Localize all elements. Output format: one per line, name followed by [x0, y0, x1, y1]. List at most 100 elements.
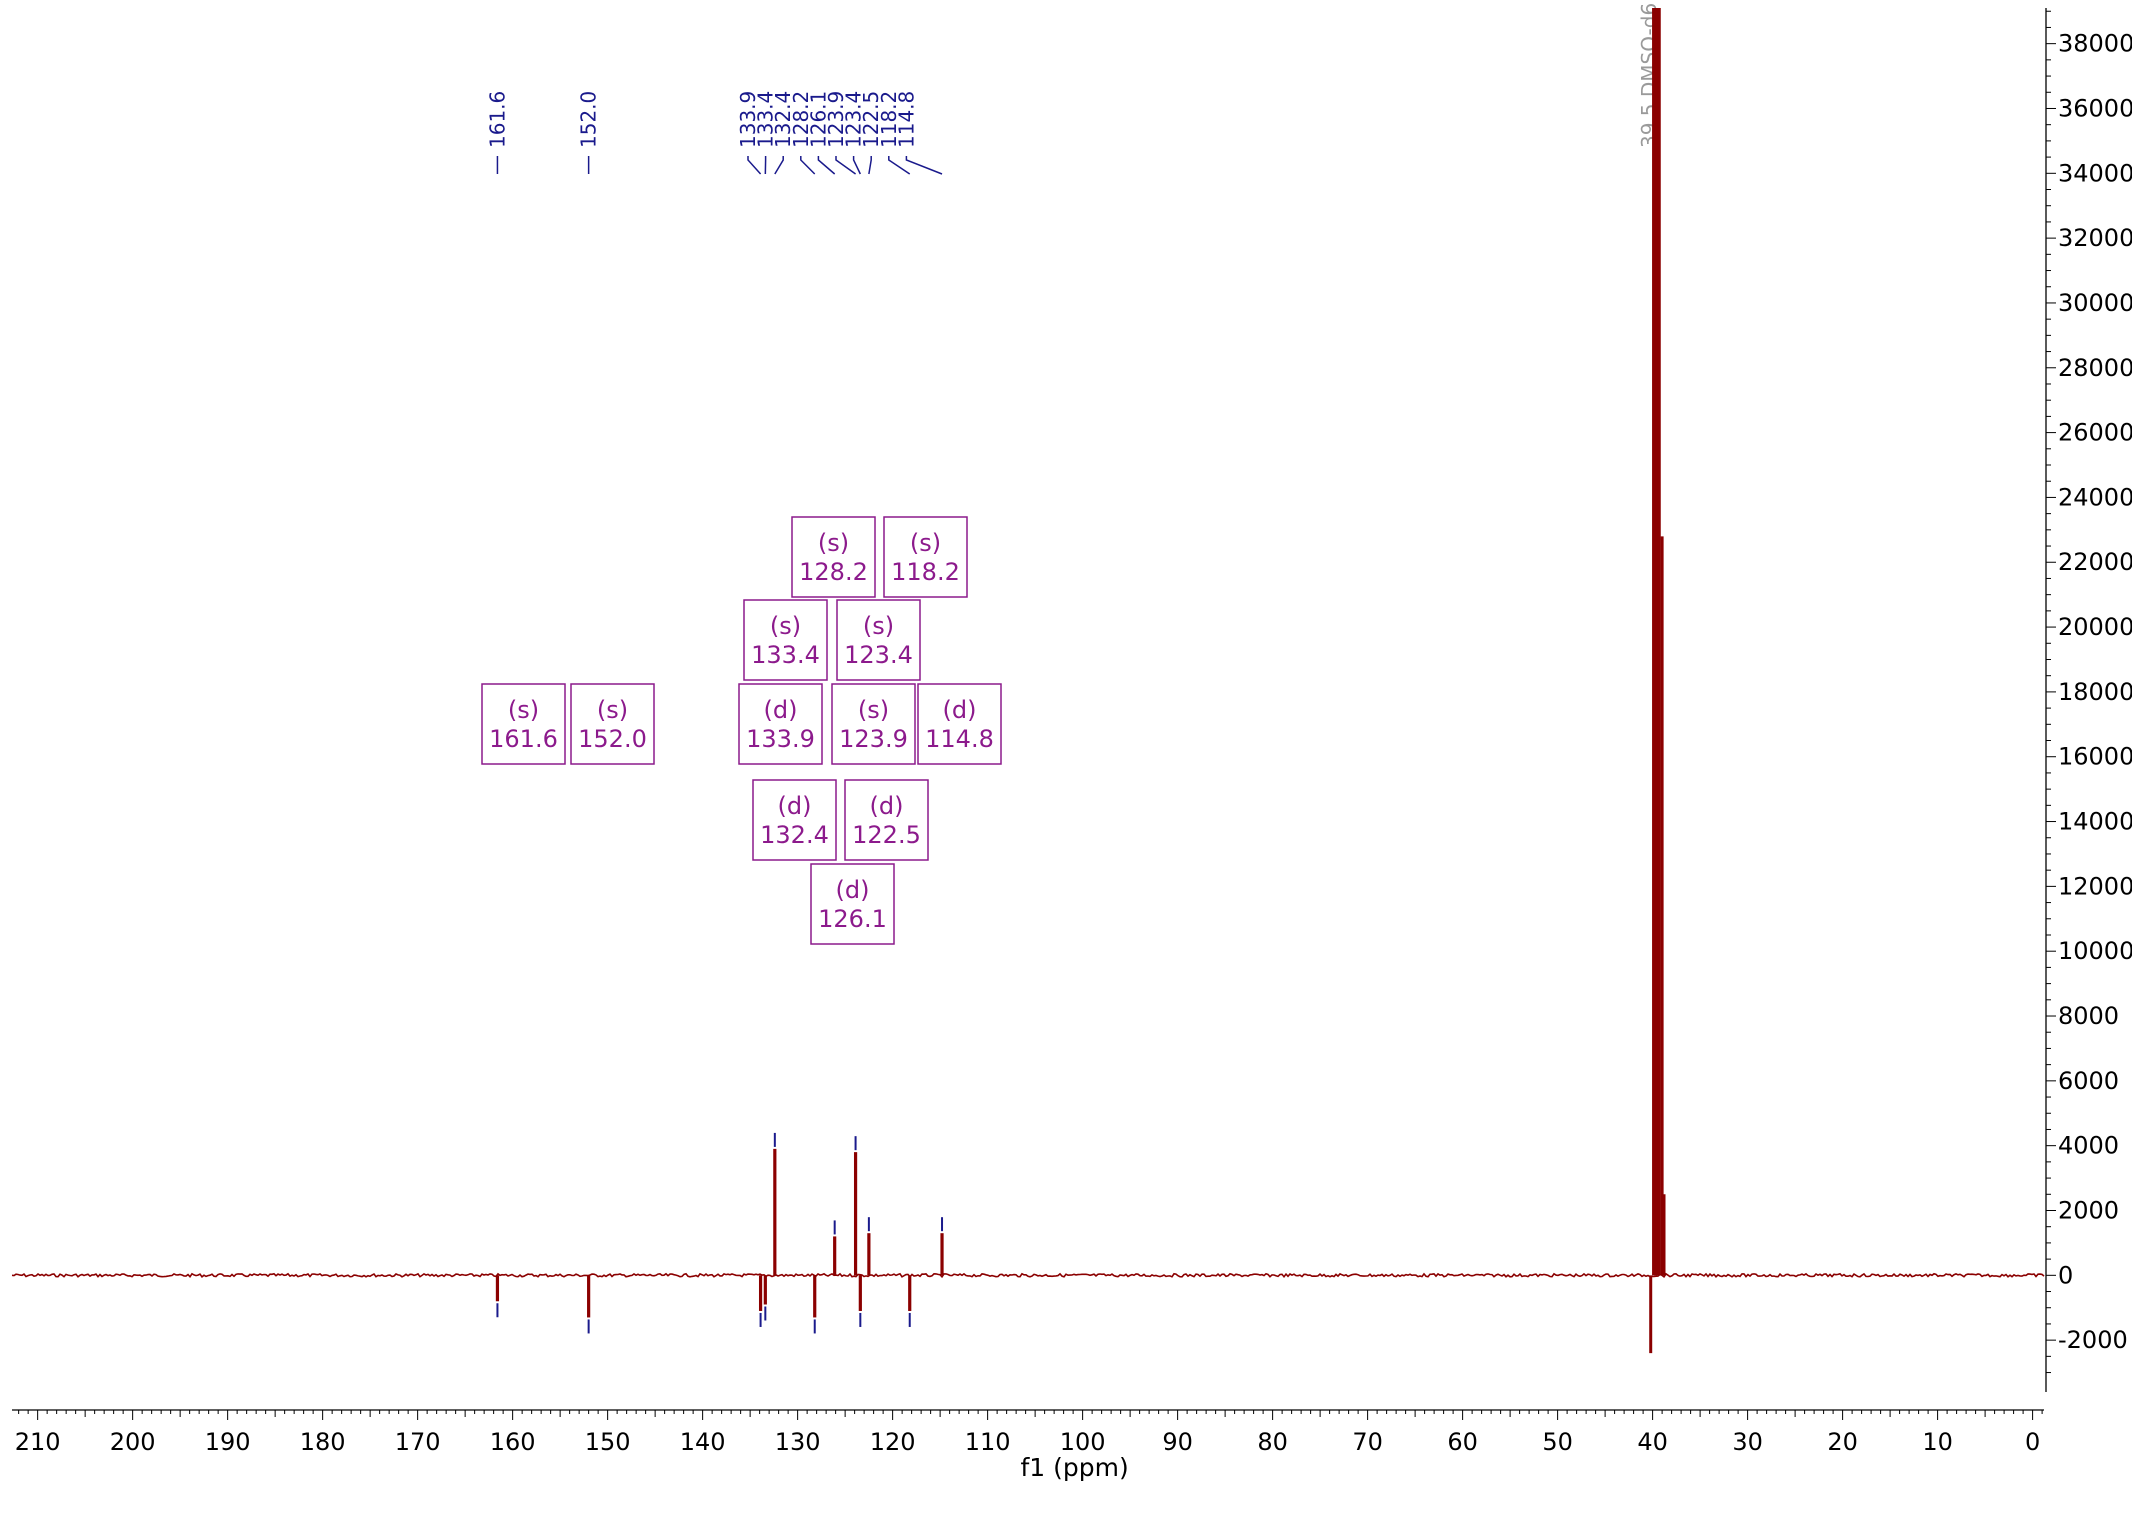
peak-label-text: 128.2: [789, 91, 813, 148]
x-axis: 210 200 190 180 170 160 150 140 130 120 110 100 90 80…: [12, 1409, 2044, 1482]
y-tick-label: 10000: [2058, 937, 2132, 965]
peak-label-leader: [800, 156, 816, 175]
multiplet-box: (s)118.2: [883, 516, 968, 598]
multiplet-shift: 118.2: [891, 558, 960, 586]
peak-label-text: 118.2: [877, 91, 901, 148]
y-tick-label: 36000: [2058, 94, 2132, 122]
x-tick-label: 60: [1447, 1428, 1478, 1456]
multiplet-shift: 126.1: [818, 905, 887, 933]
y-tick-label: 26000: [2058, 419, 2132, 447]
x-tick-label: 100: [1060, 1428, 1106, 1456]
multiplet-box: (s)161.6: [481, 683, 566, 765]
multiplet-box: (d)114.8: [917, 683, 1002, 765]
multiplet-shift: 133.9: [746, 725, 815, 753]
multiplet-type: (s): [818, 529, 849, 557]
multiplet-type: (s): [910, 529, 941, 557]
multiplet-boxes: (s)128.2(s)118.2(s)133.4(s)123.4(s)161.6…: [481, 516, 1002, 945]
multiplet-box: (s)123.9: [831, 683, 916, 765]
multiplet-box-frame: [752, 779, 837, 861]
peak-label-text: 122.5: [859, 91, 883, 148]
spectrum-baseline: [11, 1272, 2045, 1279]
multiplet-type: (d): [943, 696, 977, 724]
y-tick-label: 4000: [2058, 1132, 2119, 1160]
peak-labels: 161.6 152.0 133.9133.4132.4128.2126.1123.9…: [485, 3, 1661, 175]
peak-label-leader: [817, 156, 836, 175]
multiplet-shift: 123.9: [839, 725, 908, 753]
x-tick-label: 80: [1257, 1428, 1288, 1456]
x-tick-label: 190: [205, 1428, 251, 1456]
multiplet-type: (s): [597, 696, 628, 724]
y-tick-label: 34000: [2058, 159, 2132, 187]
multiplet-box: (s)123.4: [836, 599, 921, 681]
multiplet-shift: 123.4: [844, 641, 913, 669]
y-tick-label: 28000: [2058, 354, 2132, 382]
x-tick-label: 140: [680, 1428, 726, 1456]
x-axis-title: f1 (ppm): [1020, 1453, 1128, 1482]
peak-label-text: 132.4: [771, 91, 795, 148]
x-tick-label: 110: [965, 1428, 1011, 1456]
y-axis: 38000 36000 34000 32000 30000 28000 26000 24000…: [2045, 8, 2132, 1392]
multiplet-type: (d): [836, 876, 870, 904]
x-tick-label: 120: [870, 1428, 916, 1456]
multiplet-box-frame: [570, 683, 655, 765]
x-tick-label: 40: [1637, 1428, 1668, 1456]
multiplet-box-frame: [831, 683, 916, 765]
peak-label-leader: [888, 156, 911, 175]
multiplet-box: (d)132.4: [752, 779, 837, 861]
y-tick-label: 14000: [2058, 808, 2132, 836]
peak-label-text: 123.4: [842, 91, 866, 148]
multiplet-box-frame: [481, 683, 566, 765]
multiplet-box-frame: [836, 599, 921, 681]
multiplet-shift: 128.2: [799, 558, 868, 586]
multiplet-shift: 122.5: [852, 821, 921, 849]
x-tick-label: 90: [1162, 1428, 1193, 1456]
y-tick-label: 38000: [2058, 30, 2132, 58]
x-tick-label: 160: [490, 1428, 536, 1456]
y-tick-label: 6000: [2058, 1067, 2119, 1095]
multiplet-type: (s): [770, 612, 801, 640]
multiplet-type: (s): [863, 612, 894, 640]
multiplet-type: (s): [858, 696, 889, 724]
multiplet-box: (s)133.4: [743, 599, 828, 681]
peak-label-text: 126.1: [806, 91, 830, 148]
y-tick-label: 20000: [2058, 613, 2132, 641]
peak-label-leader: [868, 156, 872, 175]
x-tick-label: 180: [300, 1428, 346, 1456]
y-tick-label: 2000: [2058, 1196, 2119, 1224]
multiplet-box: (s)128.2: [791, 516, 876, 598]
peak-label-leader: [774, 156, 784, 175]
spectrum-trace: [11, 8, 2045, 1354]
peak-label-leader: [747, 156, 762, 175]
y-tick-label: -2000: [2058, 1326, 2128, 1354]
multiplet-type: (d): [778, 792, 812, 820]
x-tick-label: 20: [1827, 1428, 1858, 1456]
multiplet-box-frame: [743, 599, 828, 681]
multiplet-type: (s): [508, 696, 539, 724]
multiplet-shift: 114.8: [925, 725, 994, 753]
peak-label-leader: [835, 156, 857, 175]
x-tick-label: 30: [1732, 1428, 1763, 1456]
x-tick-label: 50: [1542, 1428, 1573, 1456]
multiplet-box-frame: [917, 683, 1002, 765]
y-tick-label: 18000: [2058, 678, 2132, 706]
y-tick-label: 8000: [2058, 1002, 2119, 1030]
multiplet-box: (d)122.5: [844, 779, 929, 861]
multiplet-box: (d)133.9: [738, 683, 823, 765]
peak-label-leader: [905, 156, 943, 175]
multiplet-box-frame: [844, 779, 929, 861]
x-tick-label: 0: [2025, 1428, 2040, 1456]
peak-label-leader: [852, 156, 862, 175]
multiplet-shift: 152.0: [578, 725, 647, 753]
x-tick-label: 70: [1352, 1428, 1383, 1456]
peak-label-text: 152.0: [577, 91, 601, 148]
y-tick-label: 24000: [2058, 483, 2132, 511]
multiplet-shift: 132.4: [760, 821, 829, 849]
multiplet-box: (s)152.0: [570, 683, 655, 765]
y-tick-label: 30000: [2058, 289, 2132, 317]
x-tick-label: 150: [585, 1428, 631, 1456]
peak-label-text: 123.9: [824, 91, 848, 148]
multiplet-shift: 161.6: [489, 725, 558, 753]
multiplet-box-frame: [738, 683, 823, 765]
x-tick-label: 210: [15, 1428, 61, 1456]
multiplet-box: (d)126.1: [810, 863, 895, 945]
